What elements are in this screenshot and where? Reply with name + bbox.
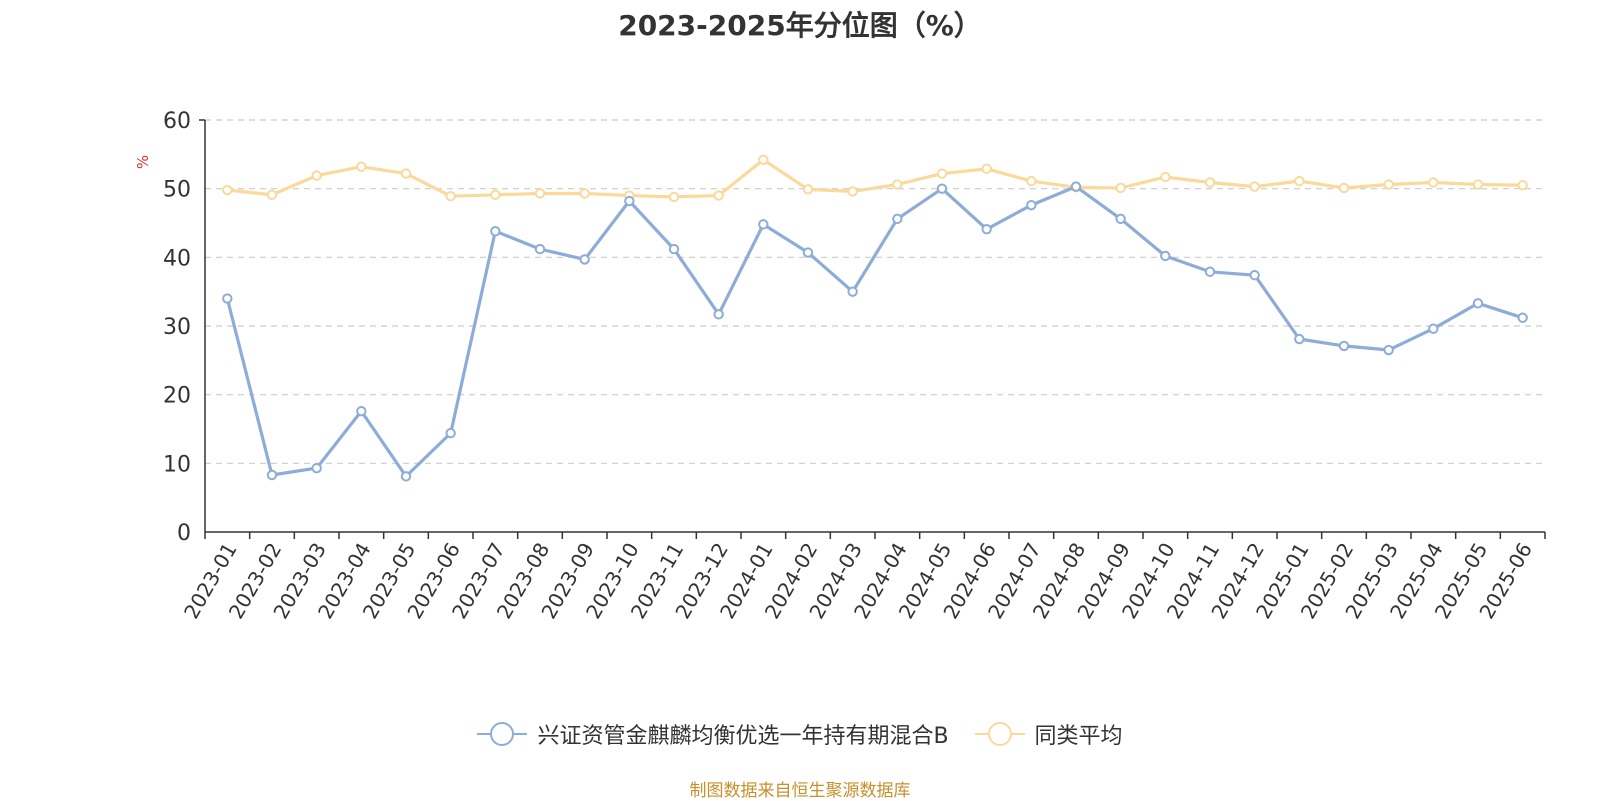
data-point: [1160, 250, 1171, 262]
data-point: [1338, 340, 1350, 352]
source-note: 制图数据来自恒生聚源数据库: [689, 781, 911, 801]
axes: [199, 119, 1546, 539]
series-line-1: [227, 158, 1523, 199]
series-line-0: [225, 185, 1524, 478]
data-point: [802, 247, 814, 258]
data-point: [758, 219, 769, 230]
data-point: [534, 188, 546, 199]
data-point: [400, 168, 412, 179]
data-point: [936, 183, 948, 194]
y-tick-label: 10: [163, 452, 191, 477]
data-point: [981, 223, 992, 235]
y-tick-label: 20: [163, 384, 191, 409]
data-point: [668, 243, 680, 255]
y-tick-label: 0: [177, 521, 191, 546]
data-point: [758, 154, 769, 166]
y-tick-label: 30: [163, 315, 191, 340]
data-point: [356, 161, 367, 172]
data-point: [1383, 344, 1394, 356]
data-point: [1517, 180, 1528, 191]
data-point: [1472, 179, 1484, 190]
grid-lines: [205, 119, 1545, 464]
data-point: [490, 226, 501, 237]
data-point: [1070, 181, 1082, 192]
data-point: [1338, 182, 1350, 194]
y-tick-label: 40: [163, 246, 191, 271]
data-point: [1428, 323, 1439, 334]
data-point: [892, 213, 903, 225]
data-point: [1160, 171, 1171, 183]
legend-item-peer-average[interactable]: 同类平均: [974, 718, 1123, 750]
series-1: [222, 154, 1528, 203]
data-point: [1249, 269, 1260, 281]
data-point: [490, 189, 501, 201]
legend-label-fund: 兴证资管金麒麟均衡优选一年持有期混合B: [537, 724, 949, 749]
y-tick-labels: 0 10 20 30 40 50 60%: [134, 109, 191, 546]
series-0: [222, 181, 1528, 482]
series-lines: [222, 154, 1528, 482]
x-tick-labels: 2023-012023-022023-032023-042023-052023-…: [179, 539, 1537, 623]
data-point: [892, 179, 903, 190]
data-point: [534, 243, 546, 255]
data-point: [356, 405, 367, 417]
data-point: [1383, 179, 1394, 190]
data-point: [400, 471, 412, 482]
data-point: [668, 191, 680, 203]
data-point: [579, 188, 590, 199]
legend: 兴证资管金麒麟均衡优选一年持有期混合B 同类平均: [0, 718, 1600, 750]
data-point: [1428, 177, 1439, 188]
data-point: [1294, 333, 1305, 345]
data-point: [981, 163, 992, 174]
data-point: [222, 184, 233, 196]
data-point: [266, 469, 278, 481]
chart-title: 2023-2025年分位图（%）: [618, 9, 982, 42]
data-point: [579, 254, 590, 265]
data-point: [802, 184, 814, 195]
data-point: [1026, 175, 1037, 187]
y-axis-unit-label: %: [134, 155, 152, 169]
data-point: [222, 293, 233, 304]
legend-item-fund[interactable]: 兴证资管金麒麟均衡优选一年持有期混合B: [477, 718, 949, 750]
data-point: [1249, 181, 1260, 192]
data-point: [1115, 182, 1126, 194]
legend-swatch-fund: [477, 721, 528, 747]
data-point: [1026, 199, 1037, 211]
data-point: [1472, 298, 1484, 309]
data-point: [311, 462, 322, 474]
data-point: [624, 195, 635, 207]
data-point: [847, 286, 858, 297]
y-tick-label: 60: [163, 109, 191, 134]
data-point: [713, 309, 724, 320]
data-point: [311, 170, 322, 181]
data-point: [1294, 175, 1305, 187]
data-point: [847, 186, 858, 197]
data-point: [1517, 312, 1528, 323]
legend-swatch-peer-average: [974, 721, 1025, 747]
y-tick-label: 50: [163, 178, 191, 203]
data-point: [936, 168, 948, 179]
data-point: [266, 189, 278, 201]
data-point: [445, 427, 456, 439]
data-point: [1204, 177, 1216, 188]
data-point: [1204, 266, 1216, 277]
data-point: [713, 190, 724, 201]
data-point: [445, 191, 456, 202]
data-point: [1115, 213, 1126, 225]
legend-label-peer-average: 同类平均: [1034, 724, 1123, 749]
